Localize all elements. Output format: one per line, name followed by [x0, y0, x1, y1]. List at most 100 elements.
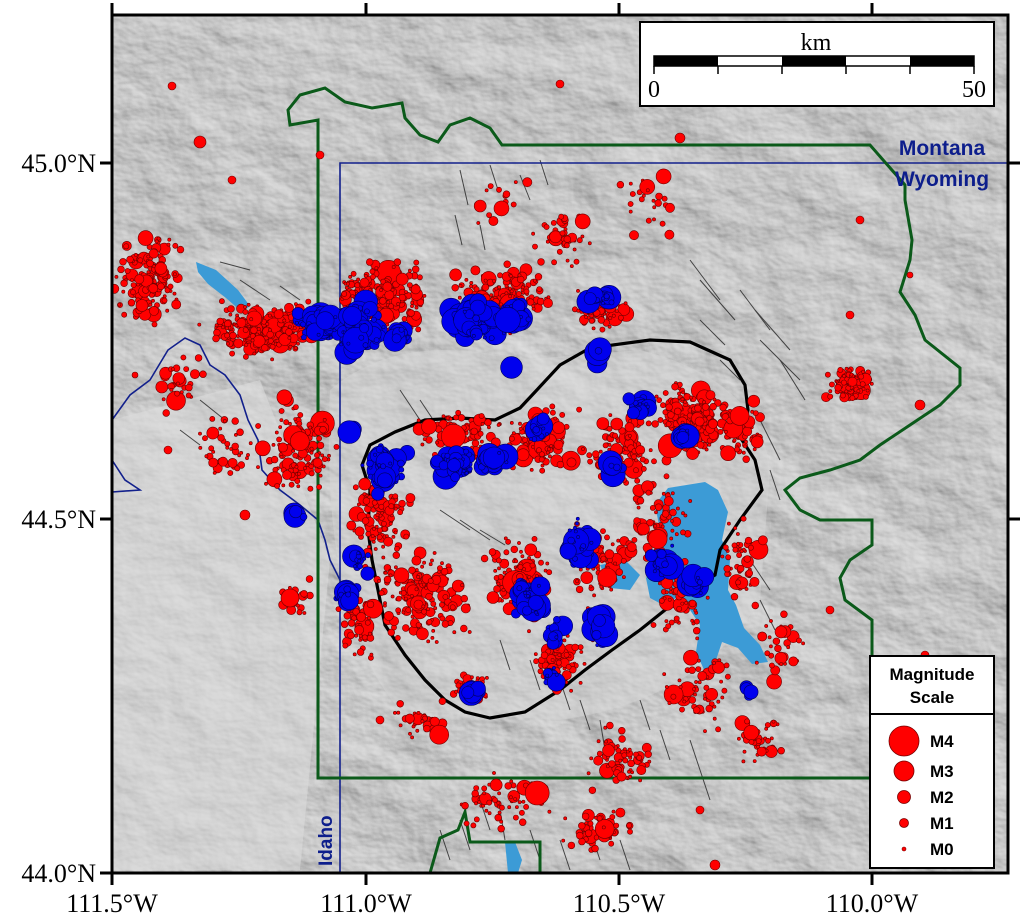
earthquake-dot	[596, 566, 601, 571]
earthquake-dot	[694, 416, 705, 427]
earthquake-dot	[493, 200, 510, 217]
earthquake-dot	[587, 458, 593, 465]
earthquake-dot	[765, 737, 771, 744]
earthquake-dot	[366, 459, 374, 468]
earthquake-dot	[422, 437, 427, 442]
earthquake-dot	[229, 350, 235, 357]
earthquake-dot	[378, 513, 383, 518]
earthquake-dot	[650, 622, 657, 628]
earthquake-dot	[473, 785, 480, 791]
earthquake-dot	[777, 746, 785, 755]
earthquake-dot	[522, 177, 533, 188]
earthquake-dot	[383, 575, 392, 584]
earthquake-dot	[322, 417, 327, 422]
earthquake-dot	[383, 611, 394, 621]
earthquake-dot	[486, 425, 491, 430]
earthquake-dot	[680, 397, 685, 402]
earthquake-dot	[316, 441, 325, 450]
earthquake-dot	[653, 524, 658, 528]
earthquake-dot	[348, 274, 353, 279]
earthquake-dot	[587, 241, 592, 246]
earthquake-dot	[545, 432, 549, 437]
earthquake-dot	[453, 414, 459, 421]
earthquake-dot	[612, 432, 618, 439]
earthquake-dot	[379, 288, 384, 292]
earthquake-dot	[567, 841, 576, 850]
earthquake-dot	[407, 268, 412, 273]
earthquake-dot	[337, 420, 361, 444]
earthquake-dot	[683, 649, 699, 666]
earthquake-dot	[702, 400, 706, 404]
earthquake-dot	[368, 631, 372, 636]
earthquake-dot	[754, 660, 759, 665]
earthquake-dot	[596, 815, 603, 822]
earthquake-dot	[503, 260, 511, 268]
earthquake-dot	[613, 463, 621, 472]
earthquake-dot	[600, 528, 606, 534]
earthquake-dot	[288, 481, 295, 488]
earthquake-dot	[609, 587, 614, 592]
earthquake-dot	[720, 695, 725, 700]
earthquake-dot	[367, 545, 371, 549]
earthquake-dot	[579, 547, 584, 552]
earthquake-dot	[227, 457, 238, 468]
earthquake-dot	[473, 199, 487, 213]
earthquake-dot	[508, 286, 512, 291]
earthquake-dot	[388, 573, 393, 578]
earthquake-dot	[507, 805, 512, 810]
earthquake-dot	[476, 221, 481, 225]
earthquake-dot	[692, 687, 697, 692]
earthquake-dot	[743, 444, 748, 449]
earthquake-dot	[356, 648, 365, 656]
earthquake-dot	[434, 640, 439, 644]
earthquake-dot	[748, 544, 754, 551]
earthquake-dot	[305, 575, 314, 583]
earthquake-dot	[413, 259, 420, 266]
earthquake-dot	[694, 404, 702, 412]
earthquake-dot	[493, 585, 501, 593]
earthquake-dot	[741, 450, 746, 455]
earthquake-dot	[146, 270, 151, 275]
earthquake-dot	[622, 392, 636, 406]
earthquake-dot	[693, 608, 698, 613]
earthquake-dot	[849, 395, 856, 401]
earthquake-dot	[445, 416, 450, 421]
earthquake-dot	[455, 409, 462, 416]
earthquake-dot	[372, 527, 376, 531]
earthquake-dot	[245, 456, 249, 461]
earthquake-dot	[508, 435, 515, 442]
earthquake-dot	[758, 535, 768, 546]
earthquake-dot	[652, 205, 657, 210]
earthquake-dot	[126, 255, 134, 264]
earthquake-dot	[398, 466, 405, 473]
earthquake-dot	[482, 446, 506, 469]
earthquake-dot	[608, 316, 613, 320]
earthquake-dot	[531, 231, 536, 236]
earthquake-dot	[148, 302, 153, 307]
earthquake-dot	[392, 551, 400, 559]
legend-m3-dot	[893, 760, 915, 782]
earthquake-dot	[341, 291, 348, 297]
earthquake-dot	[448, 416, 453, 421]
earthquake-dot	[538, 456, 545, 463]
earthquake-dot	[321, 456, 328, 462]
earthquake-dot	[517, 273, 522, 278]
earthquake-dot	[487, 183, 494, 189]
earthquake-dot	[547, 447, 551, 452]
earthquake-dot	[670, 491, 675, 496]
earthquake-dot	[375, 513, 380, 517]
earthquake-dot	[487, 811, 492, 816]
earthquake-dot	[123, 243, 130, 250]
earthquake-dot	[703, 729, 707, 734]
earthquake-dot	[631, 453, 637, 460]
earthquake-dot	[292, 452, 299, 459]
earthquake-dot	[197, 322, 202, 327]
earthquake-dot	[267, 313, 272, 318]
earthquake-dot	[249, 317, 254, 322]
earthquake-dot	[755, 738, 762, 744]
earthquake-dot	[394, 545, 400, 552]
earthquake-dot	[457, 295, 462, 300]
earthquake-dot	[411, 724, 416, 729]
earthquake-dot	[130, 289, 136, 295]
montana-label: Montana	[899, 137, 986, 160]
